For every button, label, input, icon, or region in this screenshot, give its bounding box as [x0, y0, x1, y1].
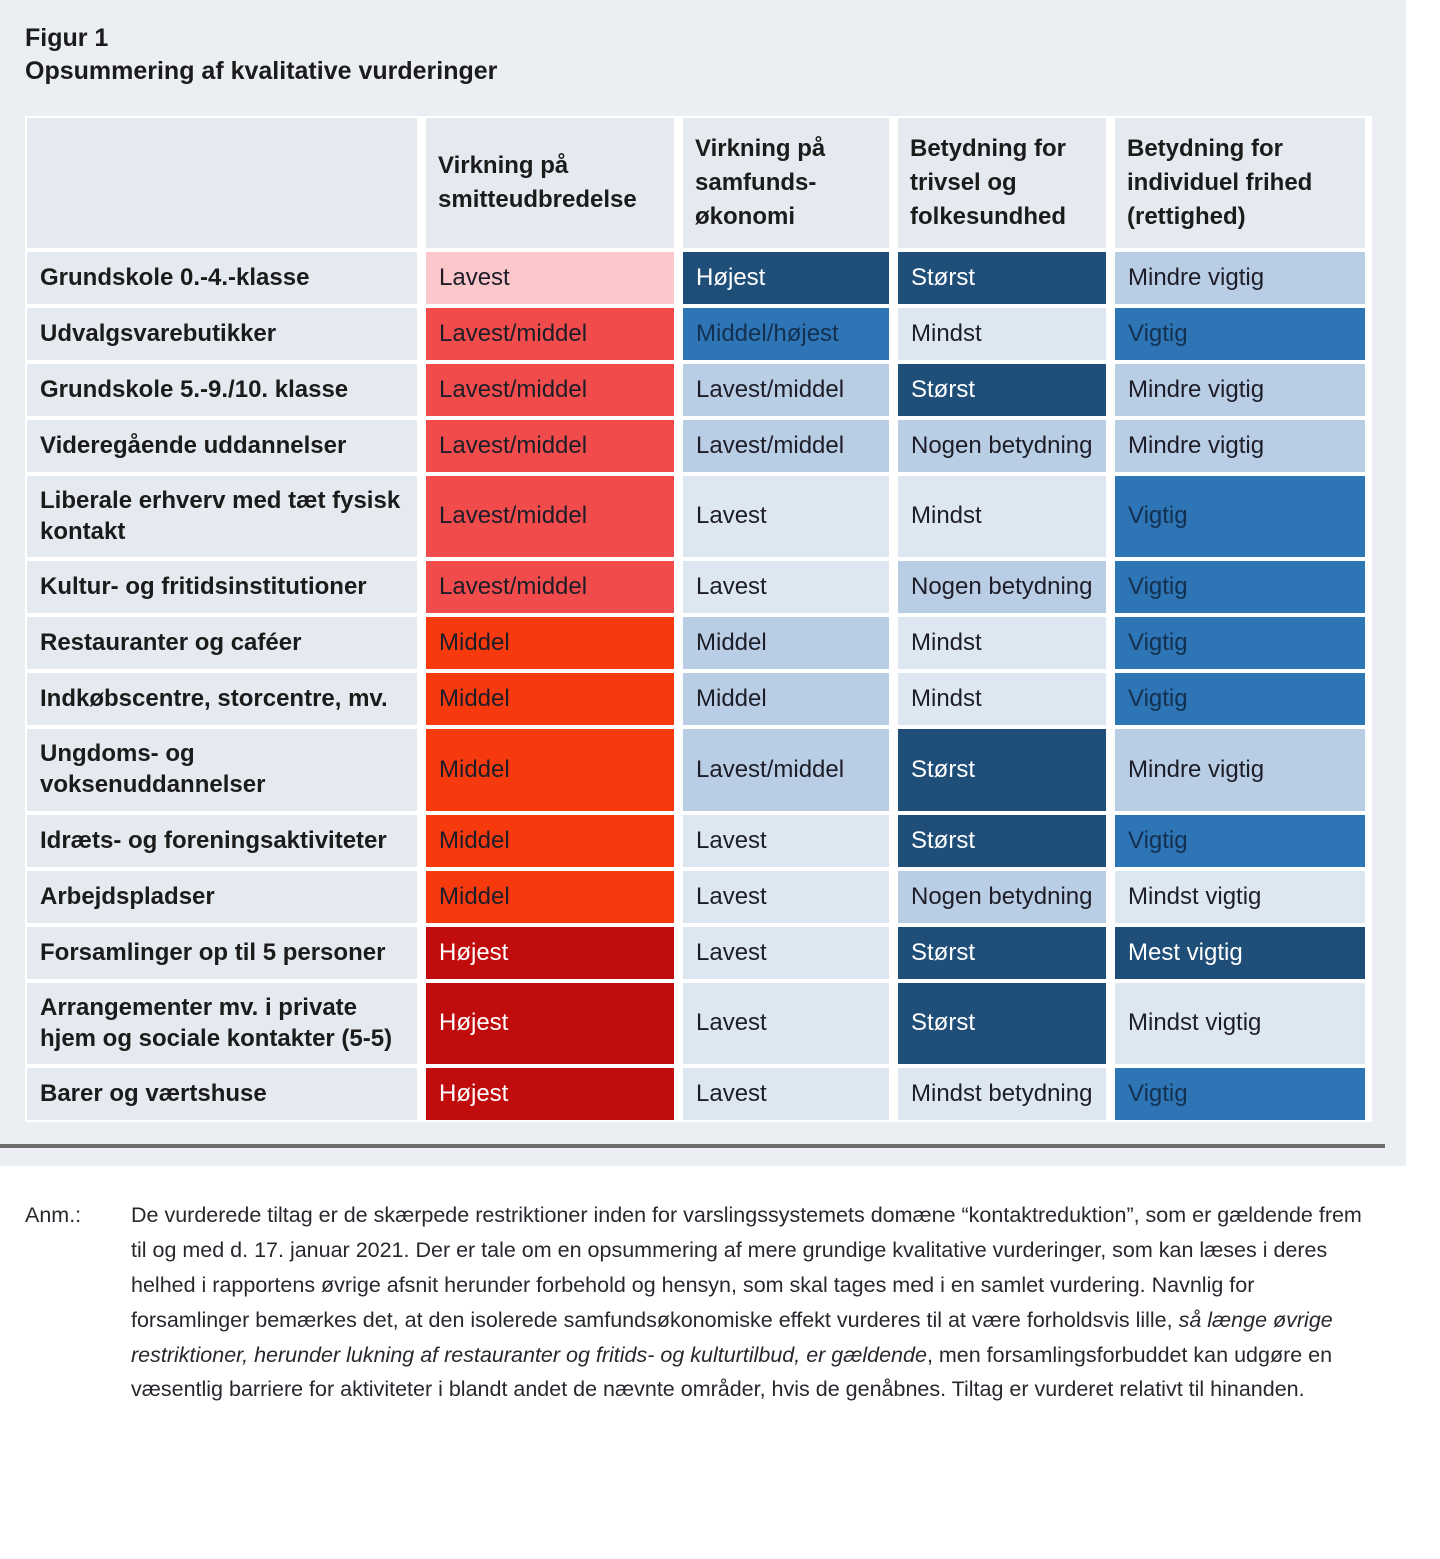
value-cell: Vigtig — [1115, 673, 1365, 726]
value-cell: Lavest/middel — [683, 729, 889, 811]
note-text: De vurderede tiltag er de skærpede restr… — [131, 1198, 1362, 1407]
value-cell: Højest — [426, 982, 674, 1065]
value-cell: Størst — [898, 982, 1106, 1065]
value-cell: Lavest — [426, 252, 674, 304]
value-cell: Vigtig — [1115, 814, 1365, 867]
value-cell: Lavest/middel — [426, 308, 674, 360]
value-cell: Mest vigtig — [1115, 926, 1365, 979]
value-cell: Mindre vigtig — [1115, 364, 1365, 416]
value-cell: Middel — [426, 814, 674, 867]
value-cell: Størst — [898, 729, 1106, 811]
table-bottom-rule — [0, 1144, 1385, 1149]
value-cell: Lavest — [683, 561, 889, 614]
value-cell: Mindst vigtig — [1115, 982, 1365, 1065]
value-cell: Lavest — [683, 870, 889, 923]
value-cell: Lavest/middel — [683, 420, 889, 472]
value-cell: Mindst — [898, 308, 1106, 360]
value-cell: Mindst — [898, 673, 1106, 726]
value-cell: Størst — [898, 926, 1106, 979]
value-cell: Højest — [426, 1068, 674, 1121]
row-label: Restauranter og caféer — [27, 617, 417, 670]
row-label: Kultur- og fritidsinstitutioner — [27, 561, 417, 614]
row-label: Liberale erhverv med tæt fysisk kontakt — [27, 476, 417, 558]
value-cell: Højest — [426, 926, 674, 979]
row-label: Arbejdspladser — [27, 870, 417, 923]
note-italic-segment: så længe øvrige restriktioner, herunder … — [131, 1307, 1333, 1367]
header-cell: Virkning på samfunds-økonomi — [683, 118, 889, 248]
value-cell: Middel — [683, 617, 889, 670]
header-cell: Virkning på smitteudbredelse — [426, 118, 674, 248]
row-label: Indkøbscentre, storcentre, mv. — [27, 673, 417, 726]
value-cell: Mindst vigtig — [1115, 870, 1365, 923]
value-cell: Højest — [683, 252, 889, 304]
header-cell-empty — [27, 118, 417, 248]
value-cell: Nogen betydning — [898, 870, 1106, 923]
value-cell: Størst — [898, 364, 1106, 416]
value-cell: Lavest/middel — [426, 420, 674, 472]
row-label: Grundskole 5.-9./10. klasse — [27, 364, 417, 416]
value-cell: Nogen betydning — [898, 420, 1106, 472]
value-cell: Vigtig — [1115, 561, 1365, 614]
row-label: Barer og værtshuse — [27, 1068, 417, 1121]
title-block: Figur 1 Opsummering af kvalitative vurde… — [25, 24, 1406, 86]
figure-subtitle: Opsummering af kvalitative vurderinger — [25, 57, 498, 85]
figure-title: Figur 1 — [25, 24, 109, 52]
row-label: Grundskole 0.-4.-klasse — [27, 252, 417, 304]
value-cell: Lavest — [683, 814, 889, 867]
row-label: Videregående uddannelser — [27, 420, 417, 472]
value-cell: Middel — [426, 617, 674, 670]
value-cell: Mindst — [898, 476, 1106, 558]
value-cell: Vigtig — [1115, 308, 1365, 360]
value-cell: Middel — [426, 673, 674, 726]
value-cell: Lavest/middel — [426, 561, 674, 614]
value-cell: Vigtig — [1115, 617, 1365, 670]
value-cell: Vigtig — [1115, 1068, 1365, 1121]
value-cell: Lavest — [683, 926, 889, 979]
value-cell: Mindre vigtig — [1115, 420, 1365, 472]
value-cell: Lavest — [683, 1068, 889, 1121]
value-cell: Lavest — [683, 982, 889, 1065]
value-cell: Middel — [426, 870, 674, 923]
value-cell: Vigtig — [1115, 476, 1365, 558]
row-label: Idræts- og foreningsaktiviteter — [27, 814, 417, 867]
value-cell: Middel — [683, 673, 889, 726]
header-cell: Betydning for individuel frihed (rettigh… — [1115, 118, 1365, 248]
value-cell: Middel — [426, 729, 674, 811]
note-segment: De vurderede tiltag er de skærpede restr… — [131, 1203, 1362, 1332]
value-cell: Mindre vigtig — [1115, 252, 1365, 304]
value-cell: Lavest/middel — [683, 364, 889, 416]
value-cell: Størst — [898, 252, 1106, 304]
note-segment: , men forsamlingsforbuddet kan udgøre en… — [131, 1342, 1333, 1402]
assessment-table: Virkning på smitteudbredelse Virkning på … — [25, 116, 1372, 1123]
row-label: Udvalgsvarebutikker — [27, 308, 417, 360]
note-label: Anm.: — [25, 1203, 82, 1228]
row-label: Ungdoms- og voksenuddannelser — [27, 729, 417, 811]
row-label: Forsamlinger op til 5 personer — [27, 926, 417, 979]
value-cell: Lavest — [683, 476, 889, 558]
value-cell: Mindre vigtig — [1115, 729, 1365, 811]
value-cell: Mindst — [898, 617, 1106, 670]
value-cell: Nogen betydning — [898, 561, 1106, 614]
top-section: Figur 1 Opsummering af kvalitative vurde… — [0, 0, 1406, 1167]
header-cell: Betydning for trivsel og folkesundhed — [898, 118, 1106, 248]
row-label: Arrangementer mv. i private hjem og soci… — [27, 982, 417, 1065]
value-cell: Middel/højest — [683, 308, 889, 360]
value-cell: Lavest/middel — [426, 476, 674, 558]
value-cell: Størst — [898, 814, 1106, 867]
value-cell: Mindst betydning — [898, 1068, 1106, 1121]
note-section: Anm.: De vurderede tiltag er de skærpede… — [0, 1166, 1440, 1408]
value-cell: Lavest/middel — [426, 364, 674, 416]
